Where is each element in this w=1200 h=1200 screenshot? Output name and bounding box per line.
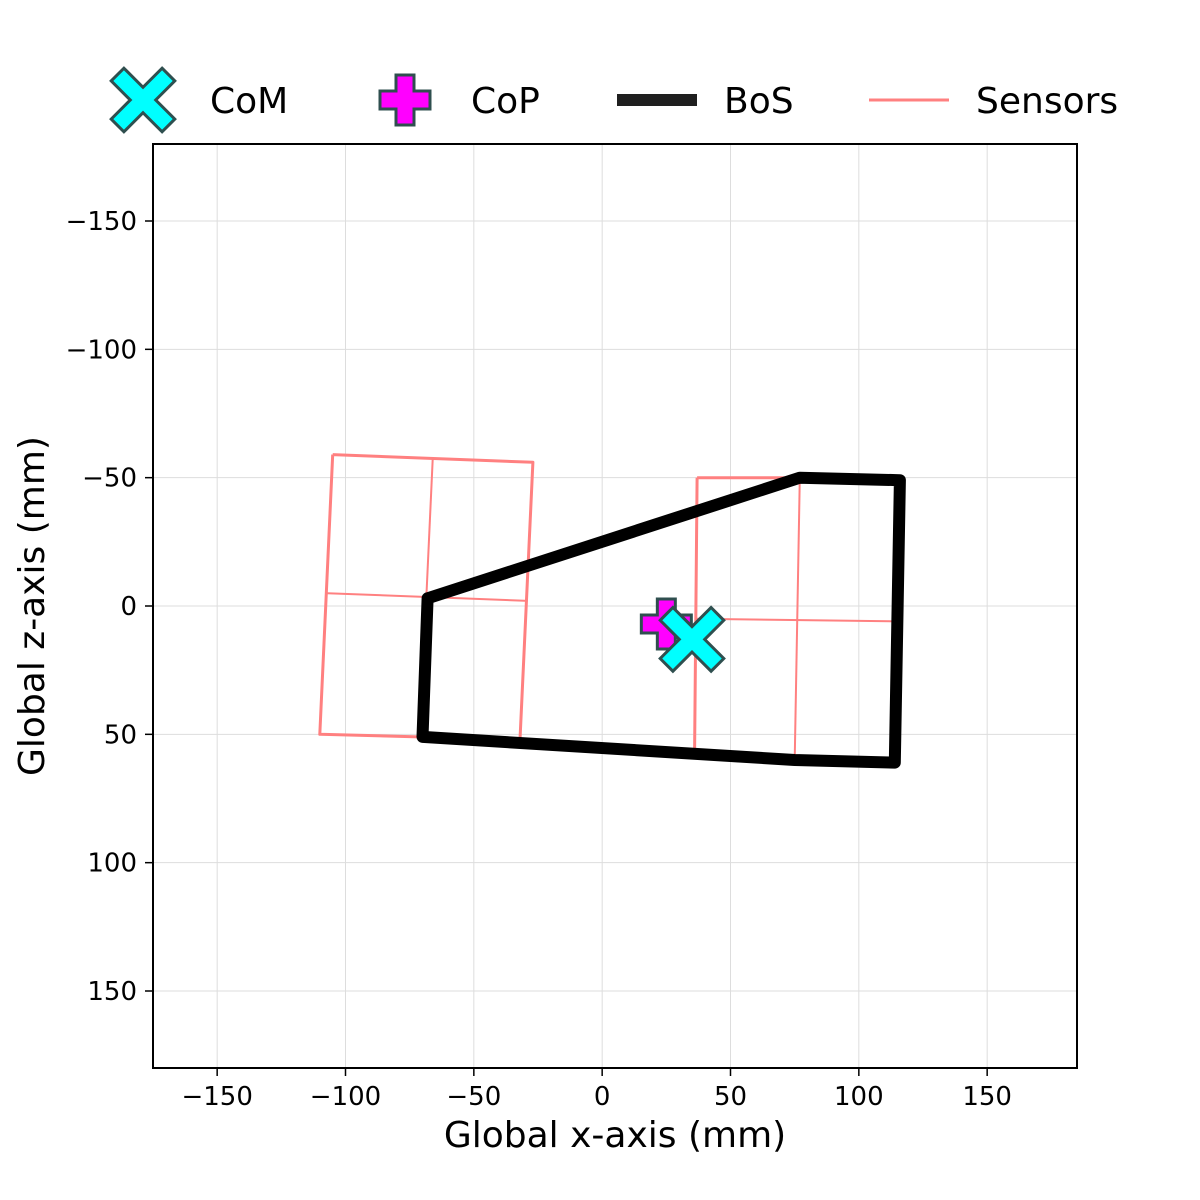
legend-label-bos: BoS	[724, 81, 794, 122]
points-layer	[639, 597, 726, 674]
com-marker	[658, 605, 726, 674]
y-tick-label: −50	[82, 464, 137, 494]
y-axis-label: Global z-axis (mm)	[12, 436, 53, 776]
y-tick-label: 50	[104, 720, 137, 750]
y-ticks: −150 −100 −50 0 50 100 150	[66, 207, 153, 1007]
y-tick-label: −100	[66, 335, 137, 365]
sensor-divider	[793, 477, 801, 761]
y-tick-label: −150	[66, 207, 137, 237]
legend-cop-icon	[378, 73, 432, 127]
x-tick-label: 50	[714, 1082, 747, 1112]
x-axis-label: Global x-axis (mm)	[444, 1115, 786, 1156]
legend-label-cop: CoP	[471, 81, 540, 122]
legend: CoM CoP BoS Sensors	[109, 66, 1118, 134]
x-tick-label: 100	[834, 1082, 884, 1112]
bos-layer	[416, 471, 906, 769]
legend-cop-marker	[378, 73, 432, 127]
sensors-layer	[318, 453, 904, 762]
x-tick-label: −50	[446, 1082, 501, 1112]
bos-polygon	[416, 471, 906, 769]
x-tick-label: −100	[310, 1082, 381, 1112]
x-tick-label: 0	[594, 1082, 611, 1112]
legend-label-com: CoM	[210, 81, 288, 122]
x-ticks: −150 −100 −50 0 50 100 150	[181, 1068, 1012, 1112]
sensor-divider	[694, 617, 900, 623]
legend-com-marker	[109, 66, 177, 134]
x-tick-label: −150	[181, 1082, 252, 1112]
y-tick-label: 100	[87, 849, 137, 879]
y-tick-label: 0	[120, 592, 137, 622]
x-tick-label: 150	[962, 1082, 1012, 1112]
y-tick-label: 150	[87, 977, 137, 1007]
legend-com-icon	[109, 66, 177, 134]
grid	[153, 144, 1077, 1068]
legend-label-sensors: Sensors	[976, 81, 1118, 122]
